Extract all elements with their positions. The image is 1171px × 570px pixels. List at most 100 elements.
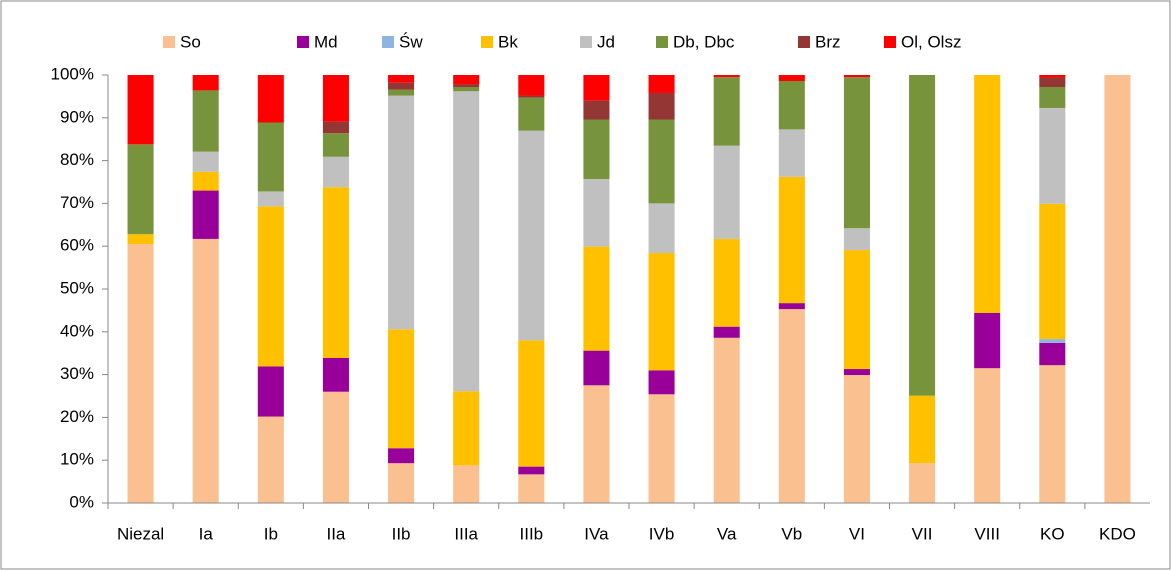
bar-segment: [1104, 75, 1131, 503]
bar-segment: [453, 91, 480, 392]
y-tick-label: 0%: [69, 492, 94, 511]
bar-segment: [713, 77, 740, 146]
bar-segment: [518, 466, 545, 475]
x-tick-label: Va: [717, 524, 737, 543]
bar-segment: [974, 75, 1001, 313]
bar-segment: [909, 75, 936, 396]
bar-segment: [192, 171, 219, 191]
x-tick-label: IIIb: [520, 524, 544, 543]
bar-segment: [192, 190, 219, 239]
legend-swatch: [656, 36, 668, 48]
bar-segment: [257, 366, 284, 417]
bar-segment: [453, 391, 480, 466]
bar-segment: [453, 84, 480, 87]
bar-segment: [322, 121, 349, 134]
bar-segment: [583, 179, 610, 247]
bar-segment: [127, 75, 154, 145]
y-tick-label: 40%: [60, 321, 94, 340]
bar-segment: [1039, 107, 1066, 204]
bar-segment: [909, 395, 936, 464]
bar-segment: [974, 368, 1001, 503]
y-tick-label: 80%: [60, 150, 94, 169]
bar-segment: [583, 246, 610, 351]
bar-segment: [192, 238, 219, 503]
bar-segment: [388, 329, 415, 449]
x-tick-label: KDO: [1099, 524, 1136, 543]
bar-segment: [388, 75, 415, 83]
bar-segment: [518, 75, 545, 96]
bar-segment: [1039, 339, 1066, 343]
bar-segment: [257, 416, 284, 503]
legend-label: Jd: [597, 32, 615, 51]
bar-segment: [192, 90, 219, 152]
x-tick-label: IVa: [584, 524, 609, 543]
legend-swatch: [297, 36, 309, 48]
bar-segment: [843, 369, 870, 376]
bar-segment: [257, 206, 284, 367]
bar-segment: [322, 75, 349, 122]
bar-segment: [518, 130, 545, 341]
bar-segment: [257, 75, 284, 123]
bar-segment: [453, 86, 480, 92]
bar-segment: [1039, 77, 1066, 87]
legend-label: Brz: [815, 32, 841, 51]
bar-segment: [974, 312, 1001, 369]
bar-segment: [778, 75, 805, 81]
bar-segment: [322, 391, 349, 503]
bar-segment: [648, 253, 675, 371]
x-tick-label: IVb: [649, 524, 675, 543]
legend-swatch: [884, 36, 896, 48]
bar-segment: [583, 75, 610, 101]
legend-swatch: [382, 36, 394, 48]
bar-segment: [322, 156, 349, 188]
x-tick-label: Ia: [199, 524, 214, 543]
legend-label: Db, Dbc: [673, 32, 735, 51]
bar-segment: [1039, 86, 1066, 108]
bar-segment: [1039, 365, 1066, 503]
x-tick-label: Niezal: [117, 524, 164, 543]
x-tick-label: IIb: [392, 524, 411, 543]
legend-label: Św: [399, 32, 423, 51]
x-tick-label: IIIa: [454, 524, 478, 543]
bar-segment: [127, 234, 154, 245]
y-tick-label: 100%: [51, 64, 94, 83]
bar-segment: [713, 238, 740, 327]
y-tick-label: 10%: [60, 450, 94, 469]
x-tick-label: IIa: [326, 524, 345, 543]
bar-segment: [583, 119, 610, 180]
y-tick-label: 60%: [60, 236, 94, 255]
bar-segment: [648, 203, 675, 254]
bar-segment: [713, 145, 740, 239]
bar-segment: [843, 250, 870, 370]
legend-label: Bk: [498, 32, 518, 51]
legend-swatch: [481, 36, 493, 48]
bar-segment: [843, 75, 870, 78]
legend-swatch: [798, 36, 810, 48]
bar-segment: [909, 463, 936, 503]
bar-segment: [648, 92, 675, 120]
legend-label: So: [180, 32, 201, 51]
bar-segment: [648, 370, 675, 395]
bar-segment: [388, 89, 415, 96]
bar-segment: [778, 176, 805, 304]
bar-segment: [388, 82, 415, 90]
x-tick-label: Vb: [781, 524, 802, 543]
bar-segment: [192, 151, 219, 172]
legend-swatch: [580, 36, 592, 48]
bar-segment: [518, 474, 545, 503]
y-tick-label: 90%: [60, 107, 94, 126]
bar-segment: [257, 122, 284, 192]
bar-segment: [322, 187, 349, 358]
legend-label: Md: [314, 32, 338, 51]
x-tick-label: VI: [849, 524, 865, 543]
bar-segment: [1039, 75, 1066, 78]
x-tick-label: VIII: [974, 524, 1000, 543]
bar-segment: [778, 309, 805, 503]
bar-segment: [1039, 203, 1066, 340]
bar-segment: [843, 375, 870, 503]
bar-segment: [322, 357, 349, 392]
bar-segment: [257, 191, 284, 207]
bar-segment: [388, 463, 415, 503]
x-tick-label: Ib: [264, 524, 278, 543]
